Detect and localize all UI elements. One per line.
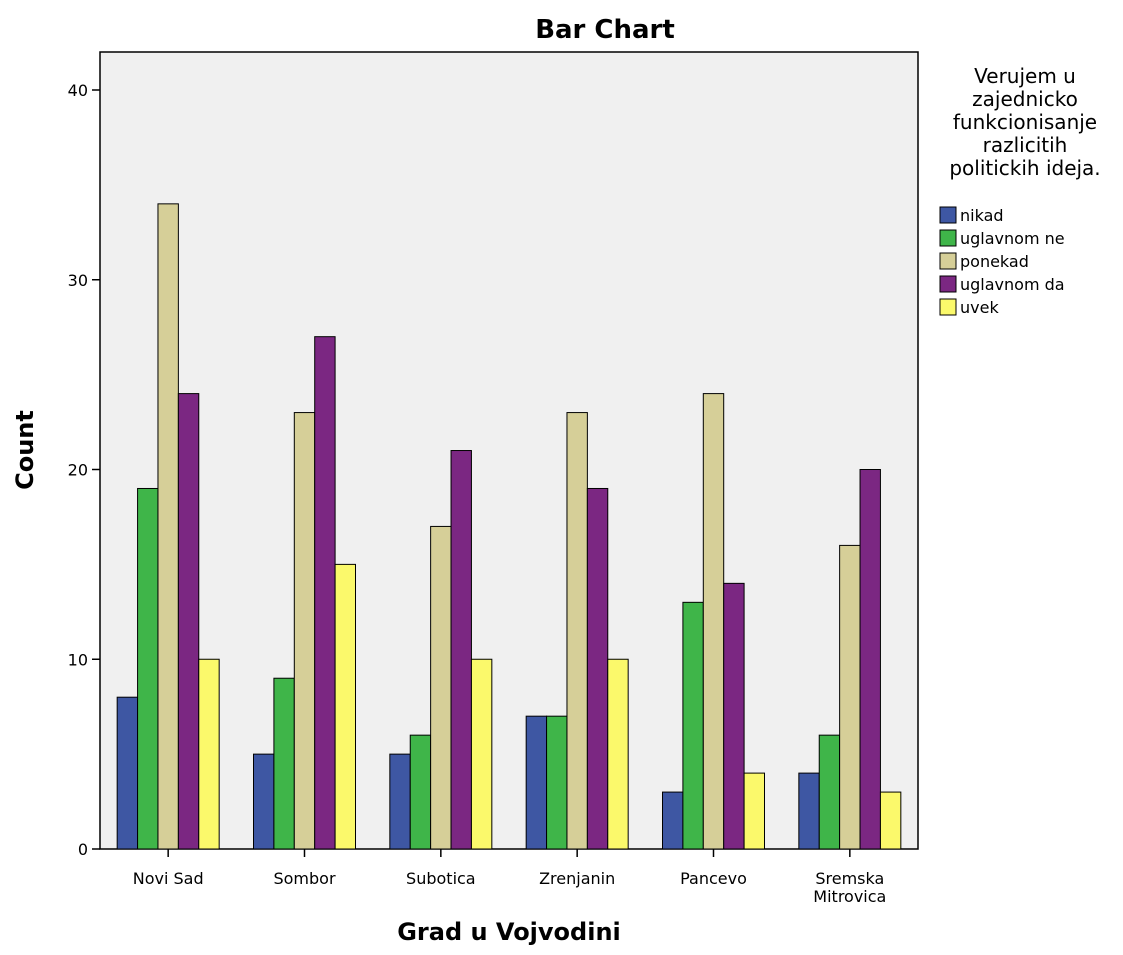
- x-tick-label: Mitrovica: [813, 887, 886, 906]
- x-tick-label: Pancevo: [680, 869, 747, 888]
- legend: Verujem uzajednickofunkcionisanjerazlici…: [939, 64, 1101, 317]
- bar-ponekad-subotica: [430, 525, 452, 850]
- bar-ponekad-pancevo: [702, 393, 725, 850]
- legend-title-line: politickih ideja.: [949, 156, 1100, 180]
- chart-title: Bar Chart: [535, 15, 675, 45]
- y-axis-title: Count: [11, 410, 39, 490]
- legend-label: uvek: [960, 298, 999, 317]
- x-axis: Novi Sad Sombor Subotica Zrenjanin Pancevo Sr…: [133, 849, 886, 906]
- bar-uglavnom-da-novi-sad: [177, 393, 200, 850]
- bar-uglavnom-da-subotica: [450, 450, 472, 850]
- bar-uglavnom-da-pancevo: [723, 582, 745, 850]
- legend-title-line: funkcionisanje: [953, 110, 1097, 134]
- legend-label: nikad: [960, 206, 1004, 225]
- legend-swatch: [939, 298, 957, 316]
- bar-uglavnom-ne-pancevo: [682, 601, 704, 850]
- bar-uvek-novi-sad: [198, 658, 220, 850]
- bar-uvek-sremska-mitrovica: [879, 791, 902, 850]
- bar-nikad-sombor: [253, 753, 275, 850]
- legend-title-line: razlicitih: [983, 133, 1068, 157]
- y-axis: 0 10 20 30 40: [68, 81, 100, 859]
- bar-nikad-zrenjanin: [525, 715, 548, 850]
- bar-nikad-subotica: [389, 753, 411, 850]
- bar-uglavnom-da-sombor: [314, 336, 336, 850]
- y-tick-label: 20: [68, 461, 88, 480]
- legend-label: uglavnom ne: [960, 229, 1065, 248]
- bar-ponekad-zrenjanin: [566, 412, 588, 850]
- legend-swatch: [939, 229, 957, 247]
- bar-uvek-subotica: [470, 658, 493, 850]
- bar-uglavnom-da-zrenjanin: [586, 487, 609, 850]
- plot-area: [99, 51, 919, 850]
- bar-uglavnom-ne-subotica: [409, 734, 432, 850]
- bar-uglavnom-da-sremska-mitrovica: [859, 469, 881, 850]
- bar-uglavnom-ne-sremska-mitrovica: [818, 734, 841, 850]
- y-tick-label: 0: [78, 840, 88, 859]
- bar-uglavnom-ne-zrenjanin: [546, 715, 568, 850]
- bar-uvek-pancevo: [743, 772, 765, 850]
- bar-ponekad-novi-sad: [157, 203, 179, 850]
- y-tick-label: 10: [68, 650, 88, 669]
- bar-ponekad-sombor: [293, 412, 316, 850]
- legend-label: ponekad: [960, 252, 1029, 271]
- x-tick-label: Subotica: [406, 869, 476, 888]
- bars-group: [116, 203, 902, 850]
- legend-swatch: [939, 252, 957, 270]
- bar-nikad-sremska-mitrovica: [798, 772, 820, 850]
- bar-uglavnom-ne-sombor: [273, 677, 295, 850]
- legend-title-line: zajednicko: [972, 87, 1078, 111]
- x-tick-label: Zrenjanin: [539, 869, 615, 888]
- bar-nikad-pancevo: [662, 791, 684, 850]
- bar-uvek-sombor: [334, 563, 357, 850]
- x-tick-label: Novi Sad: [133, 869, 204, 888]
- bar-nikad-novi-sad: [116, 696, 139, 850]
- legend-title-line: Verujem u: [974, 64, 1076, 88]
- bar-uvek-zrenjanin: [607, 658, 629, 850]
- bar-uglavnom-ne-novi-sad: [137, 487, 159, 850]
- y-tick-label: 40: [68, 81, 88, 100]
- x-tick-label: Sombor: [273, 869, 335, 888]
- bar-ponekad-sremska-mitrovica: [839, 544, 861, 850]
- legend-swatch: [939, 275, 957, 293]
- x-tick-label: Sremska: [815, 869, 884, 888]
- x-axis-title: Grad u Vojvodini: [397, 918, 621, 946]
- legend-label: uglavnom da: [960, 275, 1065, 294]
- y-tick-label: 30: [68, 271, 88, 290]
- legend-swatch: [939, 206, 957, 224]
